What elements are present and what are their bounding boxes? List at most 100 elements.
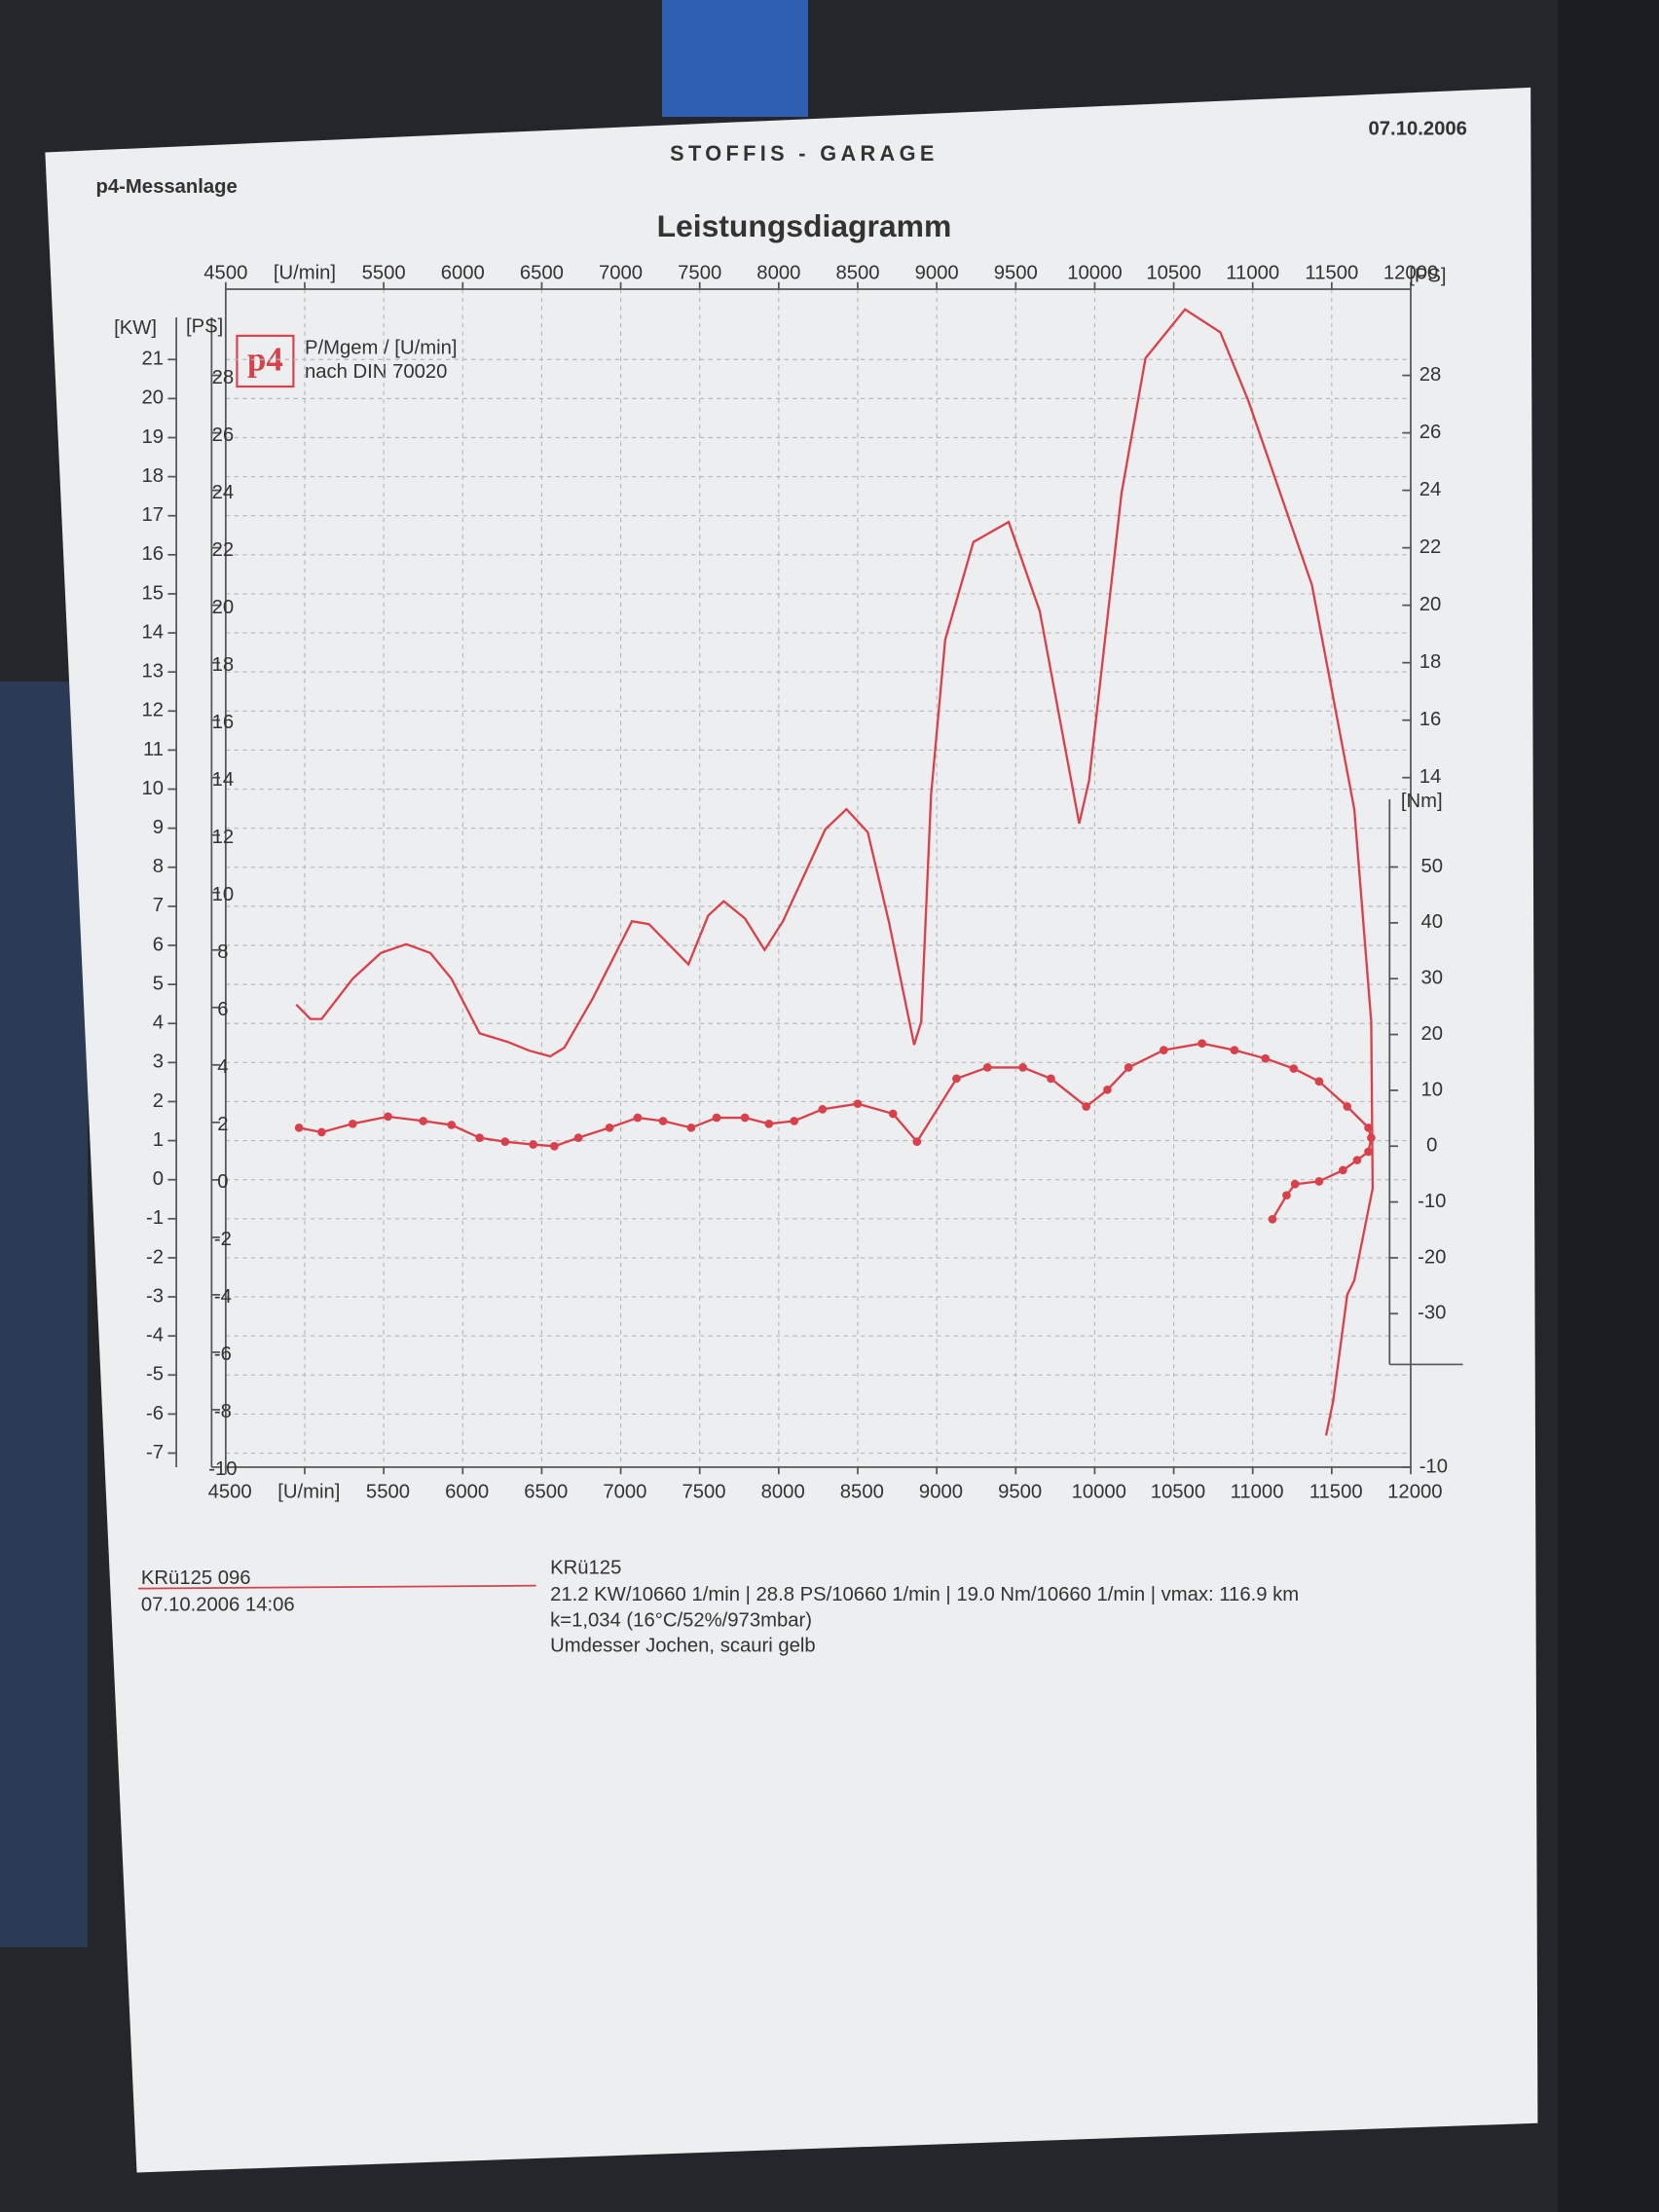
ps-tick-label: 26: [212, 424, 235, 446]
ps-tick-label: 16: [212, 712, 235, 733]
nm-tick-label: 50: [1420, 856, 1443, 877]
legend-text: nach DIN 70020: [305, 361, 447, 383]
series-marker: [1339, 1165, 1347, 1175]
ps2-tick-label: 28: [1419, 364, 1442, 386]
x-tick-label: 9500: [994, 262, 1038, 283]
x-tick-label: 7000: [603, 1481, 646, 1502]
kw-tick-label: 20: [142, 387, 165, 409]
header-center: STOFFIS - GARAGE: [670, 141, 939, 166]
series-marker: [764, 1119, 774, 1128]
x-tick-label: 8000: [761, 1481, 805, 1502]
series-marker: [1159, 1046, 1168, 1054]
x-tick-label: 9000: [915, 262, 959, 283]
kw-tick-label: 21: [142, 349, 165, 370]
x-tick-label: 8500: [835, 262, 879, 283]
series-marker: [1289, 1064, 1299, 1073]
ps-axis-label: [PS]: [186, 316, 223, 338]
kw-tick-label: 13: [142, 661, 165, 682]
x-tick-label: 10000: [1072, 1481, 1126, 1502]
ps2-tick-label: -10: [1419, 1456, 1448, 1477]
series-marker: [818, 1105, 828, 1114]
x-tick-label: 4500: [203, 262, 247, 283]
ps-tick-label: 14: [212, 769, 235, 791]
footer-conditions: k=1,034 (16°C/52%/973mbar): [550, 1609, 812, 1631]
series-marker: [686, 1123, 696, 1132]
jeans: [0, 682, 88, 1947]
ps2-tick-label: 18: [1419, 651, 1442, 673]
kw-tick-label: 9: [153, 817, 164, 838]
legend-text: P/Mgem / [U/min]: [305, 337, 458, 358]
ps-tick-label: 0: [217, 1171, 228, 1193]
chart-title: Leistungsdiagramm: [657, 208, 952, 243]
kw-tick-label: 5: [153, 973, 164, 994]
series-marker: [1364, 1147, 1373, 1157]
ps2-axis-label: [PS]: [1409, 265, 1446, 286]
ps-tick-label: -10: [208, 1458, 237, 1480]
nm-tick-label: -10: [1418, 1191, 1446, 1212]
x-tick-label: 11500: [1309, 1481, 1363, 1502]
x-tick-label: 11500: [1305, 262, 1358, 283]
series-marker: [1230, 1046, 1239, 1054]
series-marker: [348, 1119, 357, 1128]
nm-tick-label: 0: [1426, 1135, 1437, 1157]
x-tick-label: 7500: [682, 1481, 726, 1502]
series-marker: [1261, 1053, 1271, 1063]
ps-tick-label: 2: [217, 1114, 228, 1135]
kw-tick-label: -1: [146, 1207, 164, 1229]
kw-tick-label: 17: [142, 504, 165, 526]
x-tick-label: 6000: [441, 262, 485, 283]
series-marker: [475, 1133, 484, 1142]
footer-underline: [137, 1584, 536, 1590]
series-marker: [1018, 1063, 1027, 1072]
x-tick-label: 11000: [1226, 262, 1279, 283]
header-date: 07.10.2006: [1369, 119, 1467, 140]
ps-tick-label: 8: [217, 941, 228, 963]
kw-tick-label: -7: [146, 1442, 164, 1463]
series-marker: [1343, 1102, 1352, 1111]
nm-tick-label: 10: [1420, 1079, 1443, 1100]
x-tick-label: 6500: [524, 1481, 568, 1502]
ps-tick-label: 10: [212, 884, 235, 905]
kw-tick-label: 0: [153, 1168, 164, 1190]
ps-tick-label: -2: [214, 1229, 232, 1250]
kw-tick-label: -2: [146, 1246, 164, 1268]
x-tick-label: 4500: [208, 1481, 252, 1502]
footer-vehicle: KRü125: [550, 1558, 621, 1579]
series-marker: [853, 1099, 863, 1109]
x-tick-label: [U/min]: [277, 1481, 340, 1502]
kw-tick-label: -3: [146, 1285, 164, 1307]
nm-tick-label: 40: [1420, 911, 1443, 933]
series-marker: [633, 1113, 643, 1123]
x-tick-label: 9500: [998, 1481, 1042, 1502]
footer-run-id: KRü125 096: [141, 1567, 251, 1589]
kw-tick-label: 2: [153, 1090, 164, 1112]
ps2-tick-label: 26: [1419, 422, 1442, 443]
kw-tick-label: -4: [146, 1325, 164, 1346]
x-tick-label: 10500: [1151, 1481, 1205, 1502]
series-marker: [1103, 1085, 1112, 1094]
ps2-tick-label: 20: [1419, 594, 1442, 615]
x-tick-label: 10500: [1146, 262, 1200, 283]
ps-tick-label: -4: [214, 1286, 232, 1308]
ps2-tick-label: 16: [1419, 709, 1442, 730]
x-tick-label: 7000: [599, 262, 643, 283]
series-marker: [384, 1112, 392, 1122]
nm-tick-label: -20: [1418, 1246, 1446, 1268]
series-marker: [1314, 1177, 1324, 1186]
series-marker: [500, 1137, 510, 1147]
x-tick-label: 11000: [1231, 1481, 1284, 1502]
nm-tick-label: -30: [1418, 1303, 1446, 1324]
kw-tick-label: 12: [142, 700, 165, 721]
nm-tick-label: 20: [1420, 1023, 1443, 1045]
kw-tick-label: 6: [153, 934, 164, 955]
series-marker: [1352, 1156, 1362, 1164]
series-marker: [1198, 1039, 1206, 1049]
shirt: [662, 0, 808, 117]
x-tick-label: 7500: [678, 262, 721, 283]
series-marker: [740, 1113, 750, 1123]
plot-frame: [224, 288, 1412, 1468]
x-tick-label: 6000: [445, 1481, 489, 1502]
x-tick-label: 9000: [919, 1481, 963, 1502]
x-tick-label: 12000: [1383, 262, 1438, 283]
ps-tick-label: -8: [214, 1401, 232, 1422]
